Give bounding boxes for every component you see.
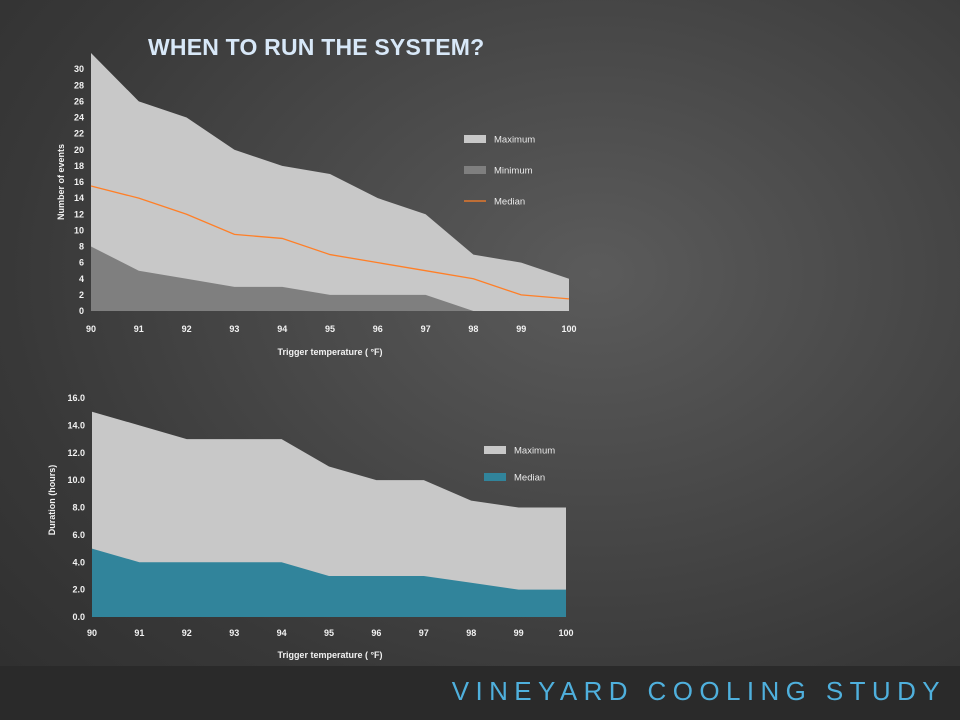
- y-tick-label: 10: [74, 225, 84, 235]
- x-tick-label: 90: [86, 324, 96, 334]
- legend-label-maximum: Maximum: [494, 135, 535, 146]
- y-tick-label: 12.0: [67, 448, 85, 458]
- legend-label-maximum: Maximum: [514, 446, 555, 457]
- legend-swatch-median: [484, 473, 506, 481]
- footer-bar: VINEYARD COOLING STUDY: [0, 666, 960, 720]
- x-axis-label: Trigger temperature ( °F): [277, 650, 382, 660]
- y-tick-label: 14: [74, 193, 84, 203]
- y-tick-label: 14.0: [67, 420, 85, 430]
- y-tick-label: 20: [74, 145, 84, 155]
- x-tick-label: 95: [324, 628, 334, 638]
- y-tick-label: 0.0: [72, 612, 85, 622]
- y-tick-label: 4: [79, 274, 84, 284]
- y-tick-label: 2.0: [72, 585, 85, 595]
- y-axis-label: Duration (hours): [47, 465, 57, 536]
- x-tick-label: 99: [516, 324, 526, 334]
- y-tick-label: 24: [74, 113, 84, 123]
- y-tick-label: 0: [79, 306, 84, 316]
- y-tick-label: 16.0: [67, 393, 85, 403]
- x-tick-label: 91: [134, 324, 144, 334]
- y-tick-label: 6.0: [72, 530, 85, 540]
- x-tick-label: 98: [468, 324, 478, 334]
- y-tick-label: 26: [74, 96, 84, 106]
- y-tick-label: 16: [74, 177, 84, 187]
- x-tick-label: 90: [87, 628, 97, 638]
- legend-swatch-maximum: [464, 135, 486, 143]
- y-tick-label: 12: [74, 209, 84, 219]
- y-tick-label: 18: [74, 161, 84, 171]
- y-tick-label: 22: [74, 129, 84, 139]
- series-line-median: [90, 185, 570, 300]
- legend-label-median: Median: [494, 197, 525, 208]
- x-tick-label: 93: [229, 324, 239, 334]
- y-tick-label: 28: [74, 80, 84, 90]
- series-area-median: [92, 548, 566, 617]
- series-area-maximum: [91, 53, 569, 311]
- y-axis-label: Number of events: [56, 144, 66, 220]
- slide-title: WHEN TO RUN THE SYSTEM?: [148, 34, 485, 60]
- x-tick-label: 93: [229, 628, 239, 638]
- legend-swatch-maximum: [484, 446, 506, 454]
- x-tick-label: 96: [371, 628, 381, 638]
- legend-label-median: Median: [514, 473, 545, 484]
- x-tick-label: 92: [182, 628, 192, 638]
- x-tick-label: 100: [558, 628, 573, 638]
- series-area-minimum: [91, 246, 569, 311]
- x-tick-label: 94: [277, 324, 287, 334]
- y-tick-label: 30: [74, 64, 84, 74]
- x-tick-label: 91: [134, 628, 144, 638]
- legend-swatch-minimum: [464, 166, 486, 174]
- x-tick-label: 97: [419, 628, 429, 638]
- y-tick-label: 8: [79, 242, 84, 252]
- x-tick-label: 97: [421, 324, 431, 334]
- x-tick-label: 95: [325, 324, 335, 334]
- footer-title: VINEYARD COOLING STUDY: [451, 676, 946, 706]
- y-tick-label: 10.0: [67, 475, 85, 485]
- y-tick-label: 2: [79, 290, 84, 300]
- x-tick-label: 94: [277, 628, 287, 638]
- x-tick-label: 92: [182, 324, 192, 334]
- y-tick-label: 4.0: [72, 557, 85, 567]
- x-tick-label: 98: [466, 628, 476, 638]
- y-tick-label: 6: [79, 258, 84, 268]
- duration-chart: 0.0 2.0 4.0 6.0 8.0 10.0 12.0 14.0 16.0 90 91 92 93 9…: [47, 393, 574, 660]
- x-tick-label: 99: [514, 628, 524, 638]
- y-tick-label: 8.0: [72, 503, 85, 513]
- x-tick-label: 96: [373, 324, 383, 334]
- x-axis-label: Trigger temperature ( °F): [277, 347, 382, 357]
- x-tick-label: 100: [561, 324, 576, 334]
- legend-label-minimum: Minimum: [494, 166, 533, 177]
